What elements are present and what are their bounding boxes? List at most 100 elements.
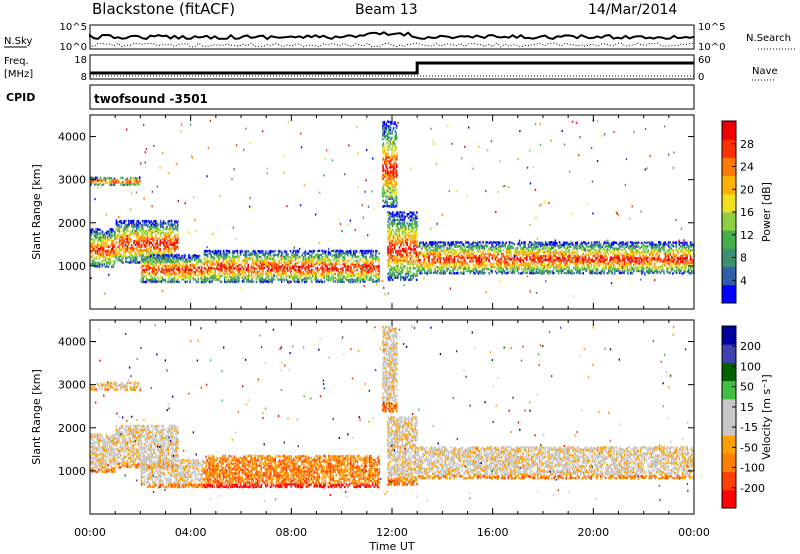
power-echo-cell — [315, 255, 317, 258]
power-echo-cell — [321, 274, 324, 278]
power-echo-cell — [399, 239, 402, 242]
power-echo-cell — [414, 224, 417, 227]
power-echo-cell — [403, 249, 405, 253]
power-echo-cell — [491, 257, 494, 260]
power-echo-cell — [617, 254, 619, 257]
power-echo-cell — [601, 245, 604, 249]
power-echo-cell — [365, 272, 367, 276]
power-echo-cell — [652, 253, 654, 256]
power-echo-cell — [664, 241, 667, 244]
power-echo-cell — [114, 243, 116, 247]
power-echo-cell — [451, 260, 454, 263]
power-echo-cell — [98, 265, 101, 268]
power-echo-cell — [370, 252, 372, 255]
power-echo-cell — [296, 276, 299, 280]
power-echo-cell — [592, 260, 594, 263]
power-echo-cell — [521, 247, 524, 250]
power-echo-cell — [565, 247, 568, 250]
power-echo-cell — [109, 245, 111, 249]
power-echo-cell — [285, 255, 288, 258]
power-echo-cell — [314, 274, 316, 277]
power-echo-cell — [686, 263, 689, 267]
power-echo-cell — [617, 269, 619, 273]
power-echo-cell — [199, 272, 201, 276]
power-echo-cell — [441, 262, 444, 265]
power-echo-cell — [224, 252, 226, 255]
power-echo-cell — [633, 260, 635, 263]
power-echo-cell — [417, 260, 419, 263]
power-echo-cell — [411, 212, 414, 216]
power-echo-cell — [387, 251, 389, 254]
power-echo-cell — [313, 249, 315, 253]
power-echo-cell — [173, 239, 176, 242]
power-echo-cell — [334, 265, 336, 268]
power-echo-cell — [414, 251, 417, 255]
power-echo-cell — [524, 266, 527, 269]
power-echo-cell — [277, 273, 280, 276]
power-echo-cell — [637, 269, 640, 272]
power-echo-cell — [683, 247, 685, 250]
power-echo-cell — [344, 261, 347, 264]
power-echo-cell — [650, 256, 652, 260]
power-echo-cell — [203, 263, 205, 267]
power-echo-cell — [362, 278, 364, 282]
power-echo-cell — [367, 269, 369, 272]
power-echo-cell — [396, 260, 399, 264]
power-echo-cell — [637, 258, 640, 261]
power-echo-cell — [615, 254, 618, 257]
power-echo-cell — [430, 266, 432, 269]
power-echo-cell — [576, 241, 579, 244]
power-echo-cell — [221, 270, 223, 273]
power-echo-cell — [543, 267, 545, 271]
power-echo-cell — [96, 257, 99, 260]
power-echo-cell — [494, 247, 497, 250]
power-echo-cell — [457, 259, 459, 262]
power-echo-cell — [617, 247, 619, 250]
power-echo-cell — [91, 263, 94, 266]
power-echo-cell — [123, 226, 126, 229]
power-echo-cell — [134, 261, 137, 264]
power-echo-cell — [691, 261, 693, 265]
power-echo-cell — [584, 243, 587, 246]
power-echo-cell — [305, 261, 308, 264]
power-echo-cell — [361, 270, 363, 273]
power-echo-cell — [436, 260, 438, 263]
power-echo-cell — [543, 264, 546, 268]
power-echo-cell — [345, 265, 347, 268]
power-echo-cell — [606, 241, 608, 245]
power-echo-cell — [268, 273, 270, 276]
power-echo-cell — [650, 250, 652, 254]
power-echo-cell — [269, 272, 272, 276]
power-echo-cell — [595, 243, 597, 246]
power-echo-cell — [247, 258, 249, 261]
power-echo-cell — [333, 267, 335, 270]
power-echo-cell — [347, 252, 349, 255]
power-echo-cell — [577, 260, 580, 264]
power-echo-cell — [197, 278, 200, 281]
power-echo-cell — [190, 270, 193, 273]
power-echo-cell — [112, 230, 114, 233]
power-echo-cell — [637, 249, 640, 252]
power-echo-cell — [92, 176, 94, 180]
power-echo-cell — [516, 246, 519, 250]
power-echo-cell — [491, 270, 494, 273]
power-echo-cell — [488, 256, 490, 259]
power-echo-cell — [338, 256, 341, 259]
power-echo-cell — [530, 271, 533, 275]
power-echo-cell — [220, 255, 223, 259]
power-echo-cell — [468, 266, 470, 269]
power-echo-cell — [126, 225, 128, 228]
power-echo-cell — [443, 248, 445, 252]
power-echo-cell — [159, 241, 161, 244]
power-echo-cell — [568, 268, 570, 271]
power-echo-cell — [96, 232, 99, 235]
power-echo-cell — [681, 272, 684, 275]
power-echo-cell — [634, 247, 636, 250]
power-echo-cell — [315, 272, 317, 275]
power-echo-cell — [145, 276, 148, 280]
power-echo-cell — [686, 249, 689, 252]
power-echo-cell — [173, 266, 176, 270]
power-echo-cell — [131, 253, 133, 256]
power-echo-cell — [675, 245, 677, 248]
power-echo-cell — [134, 257, 137, 260]
